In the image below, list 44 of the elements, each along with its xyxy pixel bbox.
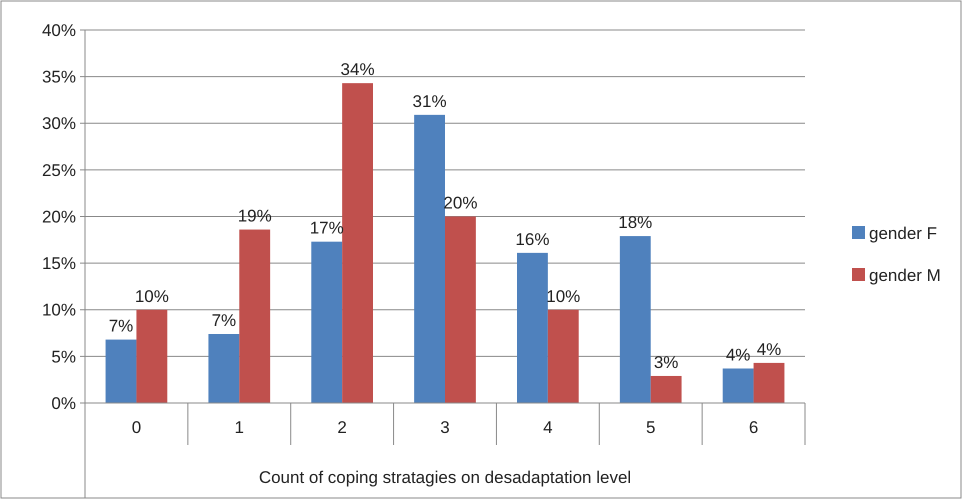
data-label: 16% xyxy=(515,230,550,249)
data-label: 3% xyxy=(654,352,678,372)
data-label: 31% xyxy=(412,92,447,111)
data-label: 19% xyxy=(238,206,272,226)
y-tick-label: 15% xyxy=(42,254,76,274)
bar xyxy=(208,334,240,403)
x-tick-label: 0 xyxy=(132,418,142,437)
data-label: 34% xyxy=(340,60,375,80)
bar xyxy=(311,242,342,403)
bar xyxy=(239,230,270,403)
data-label: 4% xyxy=(726,345,750,364)
data-label: 10% xyxy=(134,286,169,306)
bar xyxy=(722,368,754,403)
y-tick-label: 0% xyxy=(51,394,76,413)
bar xyxy=(106,340,136,403)
y-tick-label: 35% xyxy=(42,68,76,87)
x-tick-label: 1 xyxy=(234,418,244,437)
y-tick-label: 10% xyxy=(42,300,76,320)
bar xyxy=(136,310,168,403)
bar xyxy=(517,252,548,403)
x-tick-label: 4 xyxy=(543,418,553,437)
data-label: 7% xyxy=(212,310,236,330)
bar xyxy=(342,83,373,403)
bar xyxy=(650,376,682,403)
y-tick-label: 30% xyxy=(42,114,76,134)
x-tick-label: 6 xyxy=(748,418,758,437)
data-label: 7% xyxy=(108,316,134,336)
bar xyxy=(754,362,784,403)
bar xyxy=(445,216,476,403)
legend-label: gender F xyxy=(869,224,938,243)
data-label: 18% xyxy=(618,213,652,232)
y-tick-label: 40% xyxy=(42,20,76,40)
y-tick-label: 20% xyxy=(42,207,76,226)
data-label: 4% xyxy=(756,340,782,359)
x-tick-label: 2 xyxy=(337,418,347,437)
bar xyxy=(620,236,651,403)
bar xyxy=(548,310,579,403)
legend-label: gender M xyxy=(869,266,941,285)
bar xyxy=(414,114,445,403)
y-tick-label: 25% xyxy=(42,160,76,180)
x-tick-label: 5 xyxy=(646,418,656,437)
y-tick-label: 5% xyxy=(51,347,76,366)
x-axis-title: Count of coping stratagies on desadaptation level xyxy=(258,468,632,487)
x-tick-label: 3 xyxy=(440,418,450,437)
